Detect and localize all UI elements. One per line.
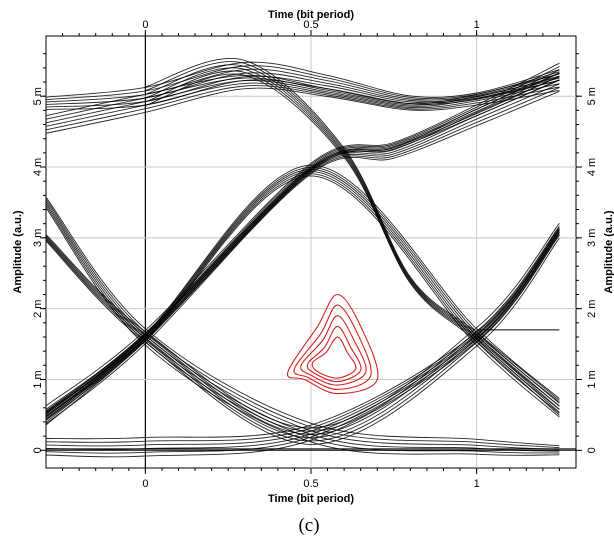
ber-contour (286, 293, 379, 395)
y-tick-label-left: 2 m (32, 300, 44, 318)
eye-trace-line (145, 70, 560, 413)
eye-trace-line (45, 62, 560, 407)
ber-contour (300, 315, 367, 386)
eye-trace-line (45, 207, 560, 456)
ber-contour (293, 304, 372, 390)
axis-ticks: 0 0 0.5 0.5 1 1 0 0 1 m 1 m 2 m 2 m 3 m 3 m 4 m 4 m 5 m 5… (32, 19, 598, 490)
top-axis-title: Time (bit period) (268, 9, 354, 21)
eye-trace (145, 58, 560, 416)
left-axis-title: Amplitude (a.u.) (12, 210, 24, 293)
eye-trace-line (45, 201, 560, 450)
y-tick-label-left: 4 m (32, 158, 44, 176)
y-tick-label-left: 1 m (32, 370, 44, 388)
y-tick-label-right: 5 m (586, 87, 598, 105)
eye-trace-line (45, 72, 560, 413)
x-tick-label-top: 0.5 (303, 19, 318, 31)
eye-trace-line (145, 73, 560, 416)
eye-trace-line (45, 237, 560, 445)
y-tick-label-right: 3 m (586, 229, 598, 247)
eye-trace-line (45, 228, 560, 443)
ber-contour (311, 336, 357, 379)
figure-caption: (c) (298, 515, 319, 536)
eye-trace-line (45, 198, 560, 449)
right-axis-title: Amplitude (a.u.) (603, 210, 614, 293)
eye-trace-line (45, 164, 560, 412)
x-tick-label-bottom: 0.5 (303, 478, 318, 490)
eye-trace-line (45, 73, 560, 117)
y-tick-label-right: 2 m (586, 300, 598, 318)
y-tick-label-left: 3 m (32, 229, 44, 247)
eye-trace-line (45, 175, 560, 420)
eye-trace-line (145, 64, 560, 407)
eye-trace-line (45, 229, 560, 447)
eye-trace-line (45, 227, 560, 440)
eye-trace-line (45, 90, 560, 426)
eye-trace-line (145, 61, 560, 404)
bottom-axis-title: Time (bit period) (268, 493, 354, 505)
y-tick-label-right: 0 (586, 447, 598, 453)
eye-trace-line (45, 173, 560, 418)
eye-trace-line (45, 196, 560, 447)
y-tick-label-left: 5 m (32, 87, 44, 105)
eye-trace-line (45, 61, 560, 98)
y-tick-label-left: 0 (32, 447, 44, 453)
eye-trace-line (45, 76, 560, 120)
eye-trace-line (45, 232, 560, 454)
x-tick-label-top: 0 (142, 19, 148, 31)
eye-trace-line (45, 205, 560, 454)
ber-contours (286, 293, 379, 395)
eye-trace-line (45, 234, 560, 442)
eye-trace-line (45, 166, 560, 413)
eye-traces (45, 58, 576, 458)
eye-trace-line (45, 85, 560, 131)
eye-trace-line (145, 58, 560, 401)
eye-trace-line (45, 233, 560, 458)
x-tick-label-bottom: 1 (474, 478, 480, 490)
x-tick-label-top: 1 (474, 19, 480, 31)
eye-trace-line (145, 67, 560, 410)
y-tick-label-right: 4 m (586, 158, 598, 176)
ber-contour (306, 325, 362, 383)
x-tick-label-bottom: 0 (142, 478, 148, 490)
y-tick-label-right: 1 m (586, 370, 598, 388)
